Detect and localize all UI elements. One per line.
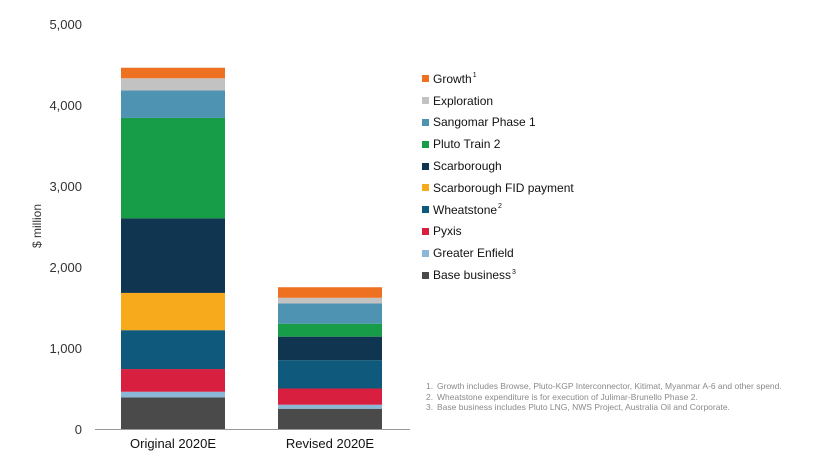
legend-label: Growth xyxy=(433,71,472,86)
legend-swatch xyxy=(422,118,429,126)
bar-exploration-revised-2020e xyxy=(278,297,382,304)
bar-scarborough-revised-2020e xyxy=(278,336,382,361)
legend-item-growth: Growth 1 xyxy=(422,68,574,90)
x-tick-label: Original 2020E xyxy=(130,436,216,451)
footnote: 2. Wheatstone expenditure is for executio… xyxy=(426,392,806,403)
footnote: 1. Growth includes Browse, Pluto-KGP Inte… xyxy=(426,381,806,392)
legend-label: Base business xyxy=(433,268,512,283)
y-tick-label: 1,000 xyxy=(49,341,82,356)
footnote-text: Growth includes Browse, Pluto-KGP Interc… xyxy=(437,381,782,391)
legend: Growth 1 Exploration Sangomar Phase 1 Pluto … xyxy=(422,68,574,286)
legend-label: Wheatstone xyxy=(433,202,498,217)
bar-pluto-train-2-original-2020e xyxy=(121,117,225,219)
legend-item-wheatstone: Wheatstone 2 xyxy=(422,199,574,221)
legend-swatch xyxy=(422,271,429,279)
footnote-number: 2. xyxy=(426,391,434,402)
bar-growth-revised-2020e xyxy=(278,287,382,298)
x-axis-labels: Original 2020E Revised 2020E xyxy=(130,436,374,451)
bar-wheatstone-original-2020e xyxy=(121,330,225,370)
legend-label: Pluto Train 2 xyxy=(433,137,501,152)
legend-label: Greater Enfield xyxy=(433,246,514,261)
legend-item-pluto-train-2: Pluto Train 2 xyxy=(422,133,574,155)
bar-pyxis-revised-2020e xyxy=(278,388,382,405)
legend-footnote-marker: 2 xyxy=(498,203,502,211)
bar-pyxis-original-2020e xyxy=(121,369,225,392)
legend-footnote-marker: 3 xyxy=(512,268,516,276)
bar-exploration-original-2020e xyxy=(121,78,225,91)
legend-item-scarborough-fid-payment: Scarborough FID payment xyxy=(422,177,574,199)
footnote-number: 3. xyxy=(426,402,434,413)
y-axis-label: $ million xyxy=(30,204,44,248)
legend-label: Pyxis xyxy=(433,224,462,239)
legend-item-exploration: Exploration xyxy=(422,90,574,112)
bar-base-business-revised-2020e xyxy=(278,408,382,429)
bar-pluto-train-2-revised-2020e xyxy=(278,323,382,337)
legend-swatch xyxy=(422,140,429,148)
footnotes: 1. Growth includes Browse, Pluto-KGP Inte… xyxy=(426,381,806,413)
legend-label: Sangomar Phase 1 xyxy=(433,115,536,130)
y-tick-label: 2,000 xyxy=(49,260,82,275)
legend-item-scarborough: Scarborough xyxy=(422,155,574,177)
footnote-text: Wheatstone expenditure is for execution … xyxy=(437,391,698,402)
legend-swatch xyxy=(422,162,429,170)
bar-scarborough-original-2020e xyxy=(121,218,225,293)
legend-item-base-business: Base business 3 xyxy=(422,264,574,286)
footnote-number: 1. xyxy=(426,381,434,391)
legend-swatch xyxy=(422,184,429,192)
bar-stacks xyxy=(121,67,382,429)
footnote-text: Base business includes Pluto LNG, NWS Pr… xyxy=(437,402,730,413)
bar-growth-original-2020e xyxy=(121,67,225,79)
legend-swatch xyxy=(422,206,429,214)
y-axis-ticks: 0 1,000 2,000 3,000 4,000 5,000 xyxy=(49,17,82,437)
legend-label: Exploration xyxy=(433,93,494,108)
bar-base-business-original-2020e xyxy=(121,397,225,429)
bar-wheatstone-revised-2020e xyxy=(278,360,382,389)
legend-item-greater-enfield: Greater Enfield xyxy=(422,242,574,264)
y-tick-label: 0 xyxy=(75,422,82,437)
legend-label: Scarborough xyxy=(433,159,502,174)
bar-greater-enfield-revised-2020e xyxy=(278,404,382,409)
y-tick-label: 4,000 xyxy=(49,98,82,113)
y-tick-label: 5,000 xyxy=(49,17,82,32)
y-tick-label: 3,000 xyxy=(49,179,82,194)
legend-item-sangomar-phase-1: Sangomar Phase 1 xyxy=(422,112,574,134)
legend-swatch xyxy=(422,227,429,235)
bar-sangomar-phase-1-original-2020e xyxy=(121,90,225,118)
bar-greater-enfield-original-2020e xyxy=(121,391,225,398)
legend-label: Scarborough FID payment xyxy=(433,180,574,195)
footnote: 3. Base business includes Pluto LNG, NWS … xyxy=(426,402,806,413)
legend-swatch xyxy=(422,97,429,105)
bar-scarborough-fid-payment-original-2020e xyxy=(121,292,225,331)
legend-swatch xyxy=(422,249,429,257)
x-tick-label: Revised 2020E xyxy=(286,436,374,451)
legend-item-pyxis: Pyxis xyxy=(422,221,574,243)
legend-swatch xyxy=(422,75,429,83)
bar-sangomar-phase-1-revised-2020e xyxy=(278,303,382,324)
legend-footnote-marker: 1 xyxy=(472,72,477,80)
